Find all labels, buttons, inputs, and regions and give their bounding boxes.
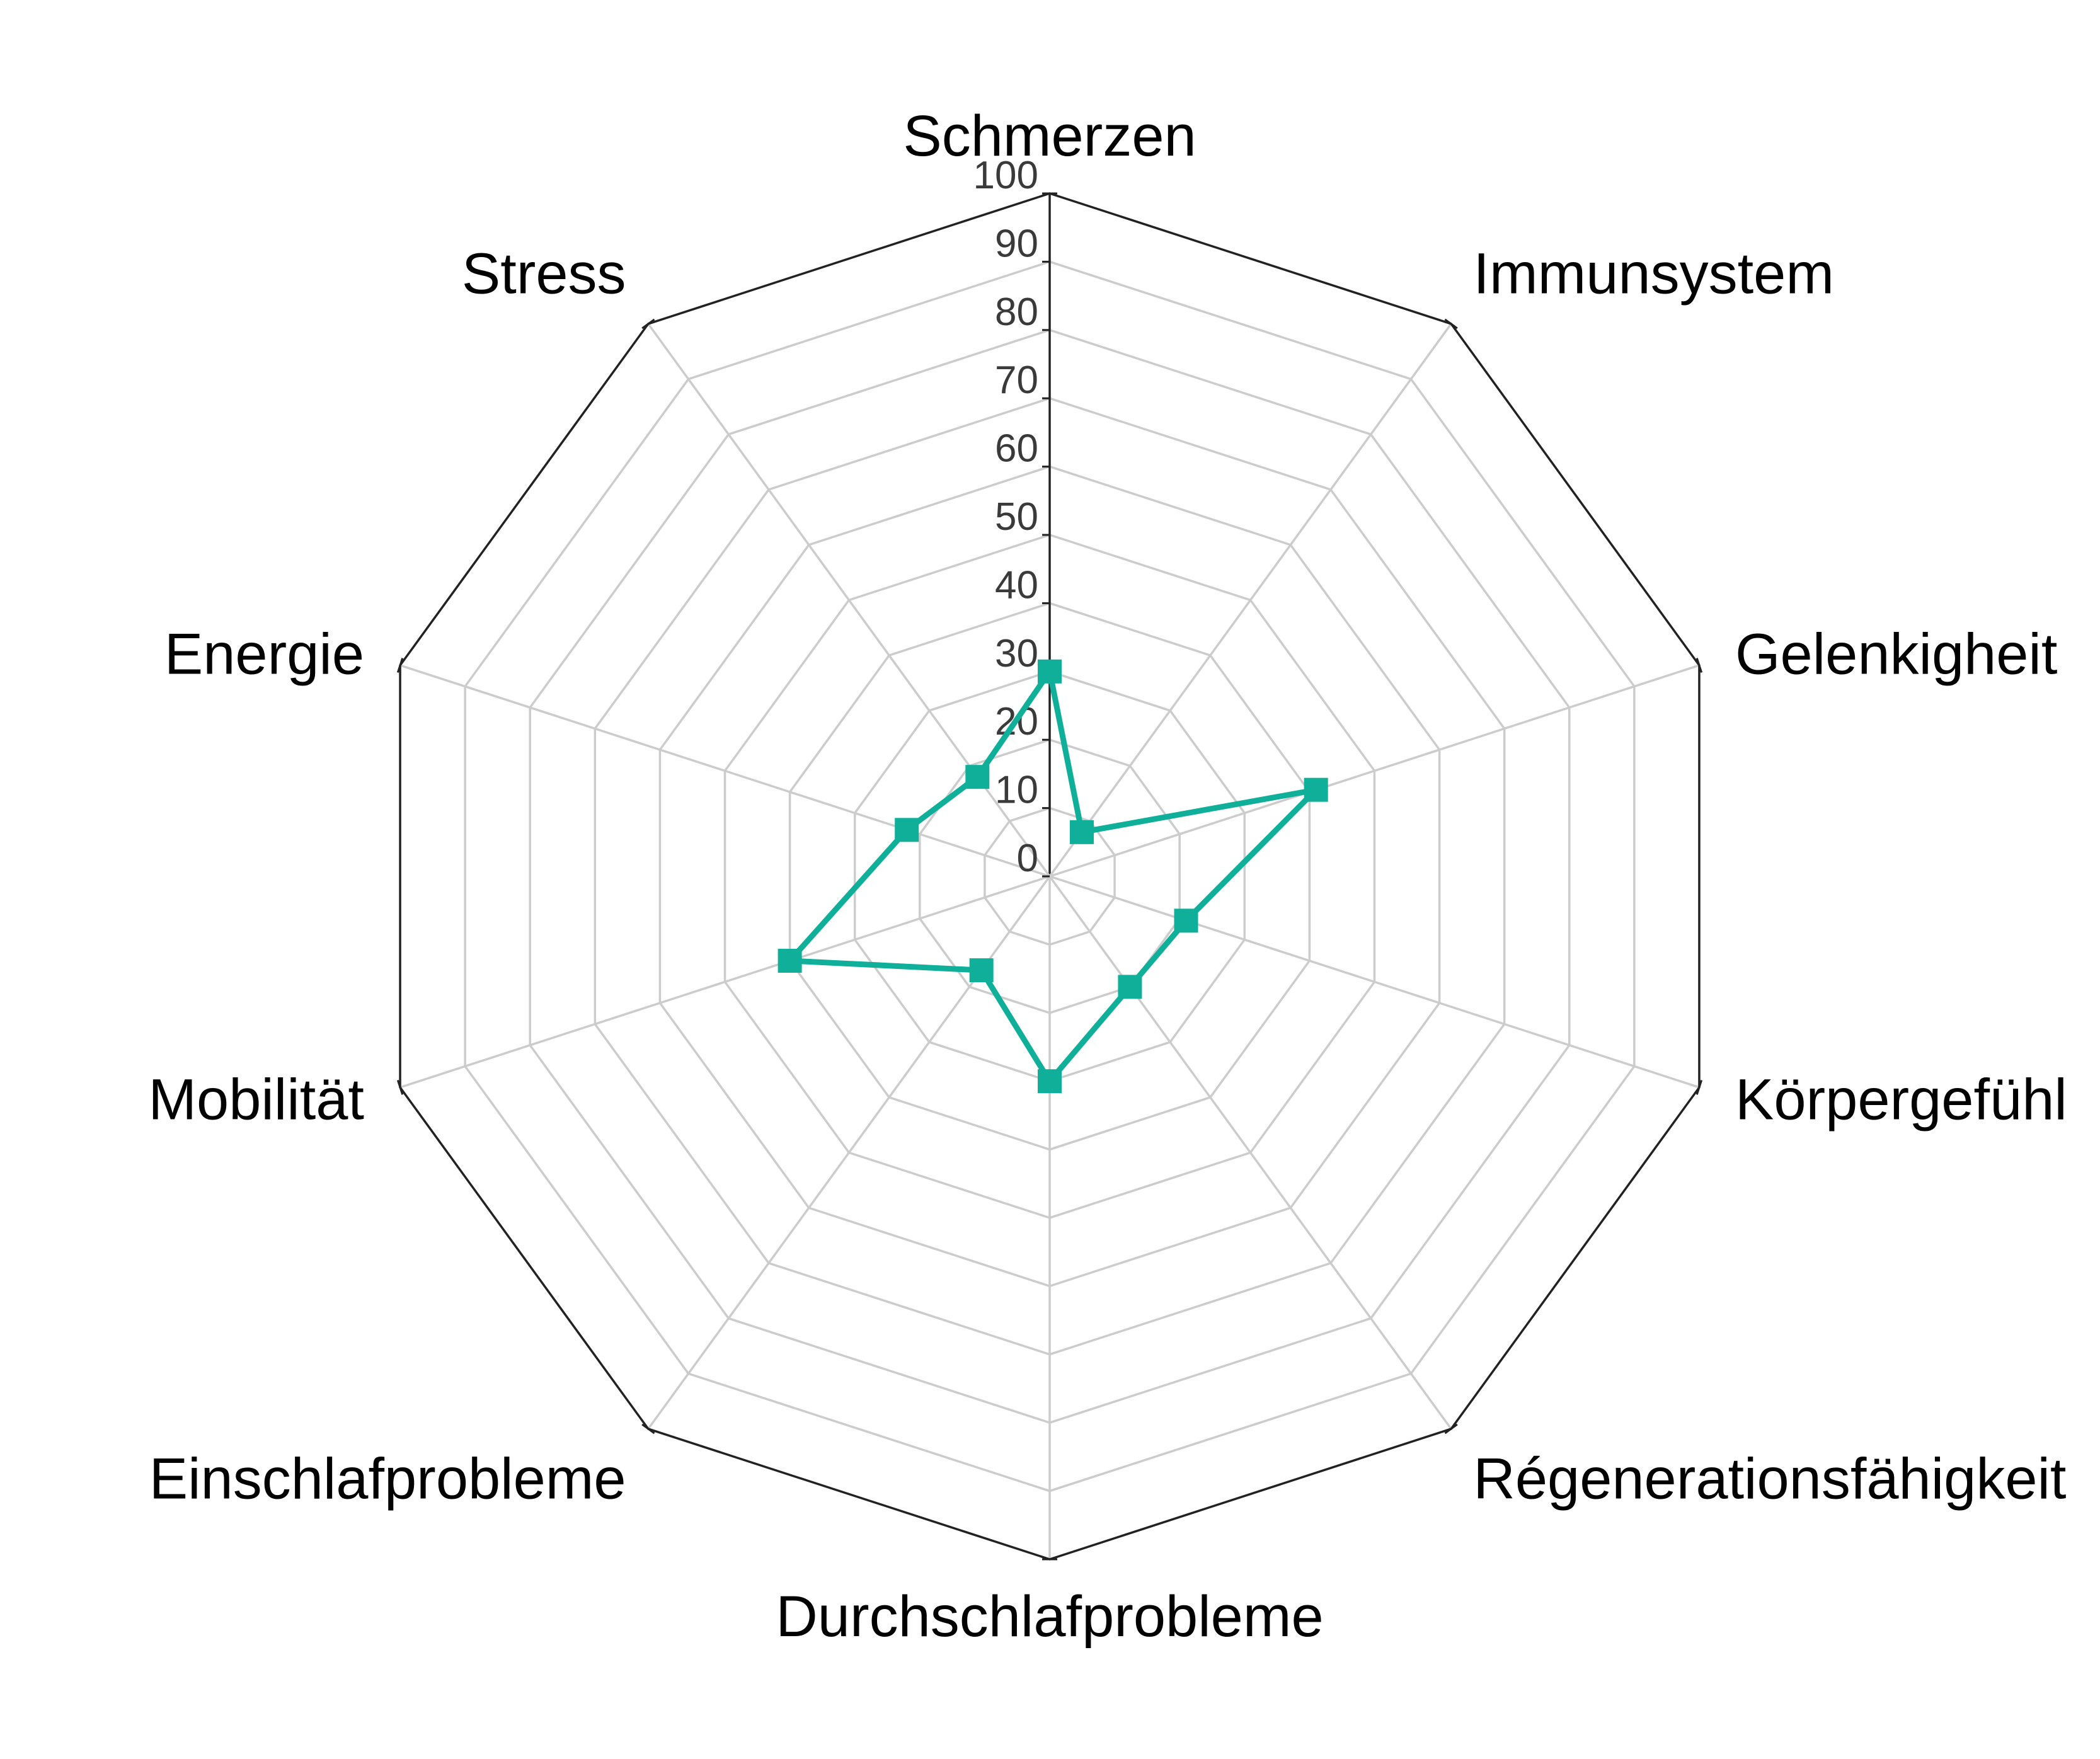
data-point-1 — [1038, 659, 1062, 684]
vertex-tick-10 — [641, 318, 655, 329]
r-tick-label-30: 30 — [995, 632, 1038, 675]
r-tick-label-40: 40 — [995, 563, 1038, 607]
axis-label-5: Régenerationsfähigkeit — [1473, 1447, 2066, 1511]
data-point-5 — [1118, 975, 1142, 999]
axis-label-1: Schmerzen — [903, 104, 1196, 168]
spoke-5 — [1048, 875, 1452, 1430]
axis-label-8: Mobilität — [148, 1068, 364, 1132]
axis-label-2: Immunsystem — [1473, 241, 1834, 306]
r-tick-label-60: 60 — [995, 427, 1038, 471]
spoke-2 — [1048, 323, 1452, 878]
spoke-4 — [1049, 875, 1700, 1089]
r-tick-label-100: 100 — [973, 154, 1038, 197]
vertex-tick-4 — [1695, 1080, 1703, 1095]
r-tick-label-50: 50 — [995, 495, 1038, 539]
series-layer — [777, 659, 1328, 1094]
r-tick-label-10: 10 — [995, 769, 1038, 812]
frame-layer — [396, 192, 1703, 1561]
axis-label-3: Gelenkigheit — [1735, 622, 2057, 686]
vertex-tick-7 — [641, 1423, 655, 1435]
spoke-10 — [647, 323, 1051, 878]
data-point-4 — [1174, 908, 1198, 933]
vertex-tick-8 — [396, 1080, 404, 1095]
data-point-6 — [1038, 1069, 1062, 1094]
data-point-8 — [777, 948, 802, 973]
axis-label-7: Einschlafprobleme — [149, 1447, 626, 1511]
r-tick-label-0: 0 — [1017, 837, 1038, 880]
vertex-tick-9 — [396, 658, 404, 673]
r-tick-label-80: 80 — [995, 290, 1038, 334]
axis-label-9: Energie — [164, 622, 364, 686]
data-point-3 — [1304, 777, 1328, 802]
data-point-10 — [965, 765, 990, 789]
axis-label-6: Durchschlafprobleme — [776, 1584, 1323, 1649]
spoke-8 — [399, 875, 1050, 1089]
r-tick-label-90: 90 — [995, 222, 1038, 265]
axis-label-4: Körpergefühl — [1735, 1068, 2067, 1132]
r-tick-label-70: 70 — [995, 358, 1038, 402]
data-point-9 — [895, 818, 919, 842]
axis-label-10: Stress — [462, 241, 626, 306]
vertex-tick-5 — [1444, 1423, 1458, 1435]
vertex-tick-2 — [1444, 318, 1458, 329]
spoke-9 — [399, 664, 1050, 878]
label-layer: Schmerzen Immunsystem Gelenkigheit Körperge… — [148, 104, 2067, 1649]
data-point-2 — [1069, 820, 1094, 844]
data-point-7 — [969, 958, 994, 983]
spoke-3 — [1049, 664, 1700, 878]
vertex-tick-3 — [1695, 658, 1703, 673]
